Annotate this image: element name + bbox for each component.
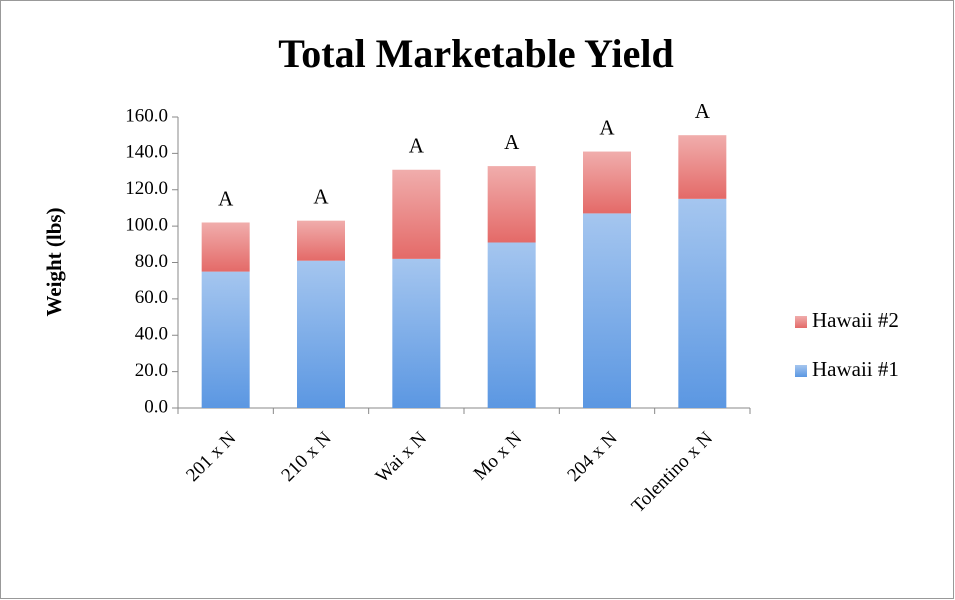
bar-segment bbox=[487, 242, 536, 408]
bar-segment bbox=[678, 135, 727, 199]
y-tick-label: 100.0 bbox=[125, 214, 168, 235]
chart-title: Total Marketable Yield bbox=[278, 31, 674, 76]
legend-label: Hawaii #2 bbox=[812, 308, 899, 332]
bar-segment bbox=[487, 166, 536, 243]
legend-label: Hawaii #1 bbox=[812, 357, 899, 381]
bar-segment bbox=[201, 271, 250, 408]
bar-segment bbox=[583, 213, 631, 408]
annotation: A bbox=[599, 115, 615, 139]
bar-segment bbox=[678, 198, 727, 408]
legend-swatch bbox=[795, 316, 807, 328]
bar-segment bbox=[297, 220, 345, 261]
annotation: A bbox=[504, 130, 520, 154]
y-tick-label: 20.0 bbox=[135, 360, 168, 381]
legend-swatch bbox=[795, 365, 807, 377]
y-tick-label: 60.0 bbox=[135, 287, 168, 308]
annotation: A bbox=[218, 186, 234, 210]
annotation: A bbox=[409, 134, 425, 158]
annotation: A bbox=[313, 184, 329, 208]
bar-segment bbox=[297, 260, 345, 408]
y-tick-label: 0.0 bbox=[144, 396, 168, 417]
bar-segment bbox=[583, 151, 631, 214]
y-tick-label: 40.0 bbox=[135, 324, 168, 345]
y-axis-label: Weight (lbs) bbox=[42, 207, 66, 316]
bar-segment bbox=[392, 258, 441, 408]
y-tick-label: 140.0 bbox=[125, 142, 168, 163]
y-tick-label: 80.0 bbox=[135, 251, 168, 272]
y-tick-label: 160.0 bbox=[125, 105, 168, 126]
y-tick-label: 120.0 bbox=[125, 178, 168, 199]
annotation: A bbox=[695, 99, 711, 123]
bar-segment bbox=[392, 169, 441, 259]
bar-segment bbox=[201, 222, 250, 272]
